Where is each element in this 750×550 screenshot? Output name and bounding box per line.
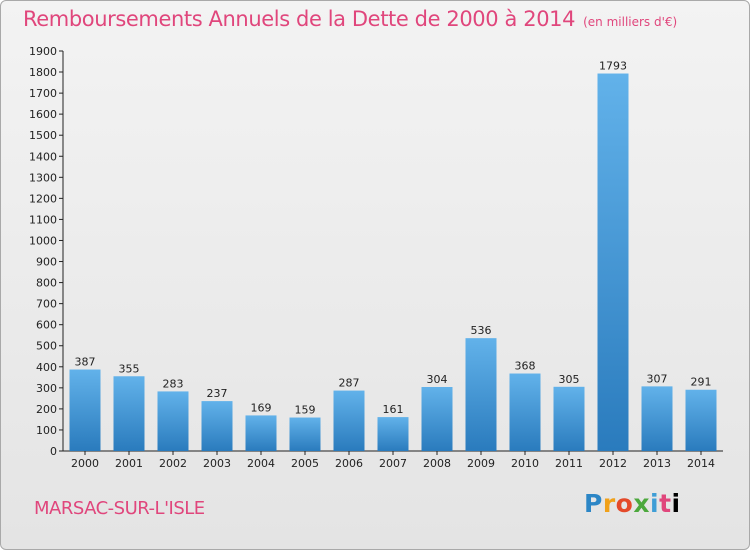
y-tick-label: 800 <box>36 277 57 290</box>
bar <box>201 401 233 451</box>
bar-value-label: 291 <box>691 376 712 389</box>
bar <box>157 391 189 451</box>
y-tick-label: 400 <box>36 361 57 374</box>
x-tick-label: 2000 <box>71 457 99 470</box>
bar-value-label: 287 <box>339 377 360 390</box>
y-tick-label: 1900 <box>29 45 57 58</box>
y-tick-label: 1400 <box>29 150 57 163</box>
y-tick-label: 600 <box>36 319 57 332</box>
y-tick-label: 700 <box>36 298 57 311</box>
bar-value-label: 305 <box>559 373 580 386</box>
bar-value-label: 169 <box>251 401 272 414</box>
x-tick-label: 2001 <box>115 457 143 470</box>
y-tick-label: 1100 <box>29 213 57 226</box>
bar <box>465 338 497 451</box>
bar-value-label: 387 <box>75 356 96 369</box>
bar <box>289 417 321 451</box>
bar-value-label: 237 <box>207 387 228 400</box>
logo-letter: P <box>584 489 603 518</box>
logo-letter: t <box>659 489 672 518</box>
y-tick-label: 1500 <box>29 129 57 142</box>
y-tick-label: 900 <box>36 256 57 269</box>
bar <box>69 369 101 451</box>
bar-value-label: 283 <box>163 377 184 390</box>
y-tick-label: 1700 <box>29 87 57 100</box>
x-tick-label: 2004 <box>247 457 275 470</box>
logo-letter: i <box>650 489 660 518</box>
bar <box>377 417 409 451</box>
y-tick-label: 0 <box>50 445 57 458</box>
bar <box>113 376 145 451</box>
bar-value-label: 161 <box>383 403 404 416</box>
bar <box>245 415 277 451</box>
logo-letter: r <box>602 489 616 518</box>
y-tick-label: 100 <box>36 424 57 437</box>
bar <box>597 73 629 452</box>
x-tick-label: 2003 <box>203 457 231 470</box>
y-tick-label: 1600 <box>29 108 57 121</box>
x-tick-label: 2009 <box>467 457 495 470</box>
logo-letter: o <box>615 489 634 518</box>
x-axis: 2000 2001 2002 2003 2004 2005 2006 2007 2008 2009… <box>63 450 723 470</box>
title-text: Remboursements Annuels de la Dette de 20… <box>23 7 576 31</box>
y-tick-label: 500 <box>36 340 57 353</box>
bar <box>509 373 541 451</box>
city-name: MARSAC-SUR-L'ISLE <box>34 498 205 519</box>
x-tick-label: 2010 <box>511 457 539 470</box>
x-tick-label: 2007 <box>379 457 407 470</box>
y-tick-label: 1200 <box>29 192 57 205</box>
bar <box>641 386 673 451</box>
bar <box>685 389 717 451</box>
chart-subtitle: (en milliers d'€) <box>583 15 678 29</box>
x-tick-label: 2012 <box>599 457 627 470</box>
bar <box>553 386 585 451</box>
bar-value-label: 304 <box>427 373 448 386</box>
y-tick-label: 300 <box>36 382 57 395</box>
proxiti-logo: Proxiti <box>584 489 681 518</box>
logo-letter: i <box>671 489 681 518</box>
logo-letter: x <box>633 489 650 518</box>
x-tick-label: 2005 <box>291 457 319 470</box>
chart-title: Remboursements Annuels de la Dette de 20… <box>23 7 677 31</box>
x-tick-label: 2002 <box>159 457 187 470</box>
x-tick-label: 2006 <box>335 457 363 470</box>
bar <box>333 390 365 451</box>
bar-value-label: 307 <box>647 372 668 385</box>
bar <box>421 387 453 451</box>
bar-value-label: 159 <box>295 404 316 417</box>
x-tick-label: 2013 <box>643 457 671 470</box>
bar-value-label: 536 <box>471 324 492 337</box>
x-tick-label: 2008 <box>423 457 451 470</box>
y-axis: 0 100 200 300 400 500 600 700 800 900 1000 1100 1200… <box>29 45 64 458</box>
y-tick-label: 1800 <box>29 66 57 79</box>
y-tick-label: 200 <box>36 403 57 416</box>
x-tick-label: 2014 <box>687 457 715 470</box>
bar-value-label: 1793 <box>599 60 627 73</box>
x-tick-label: 2011 <box>555 457 583 470</box>
y-tick-label: 1300 <box>29 171 57 184</box>
bar-value-label: 355 <box>119 362 140 375</box>
bar-value-label: 368 <box>515 360 536 373</box>
y-tick-label: 1000 <box>29 234 57 247</box>
bar-series: 387 355 283 237 169 159 287 161 304 536 368 305 1793… <box>69 60 717 452</box>
